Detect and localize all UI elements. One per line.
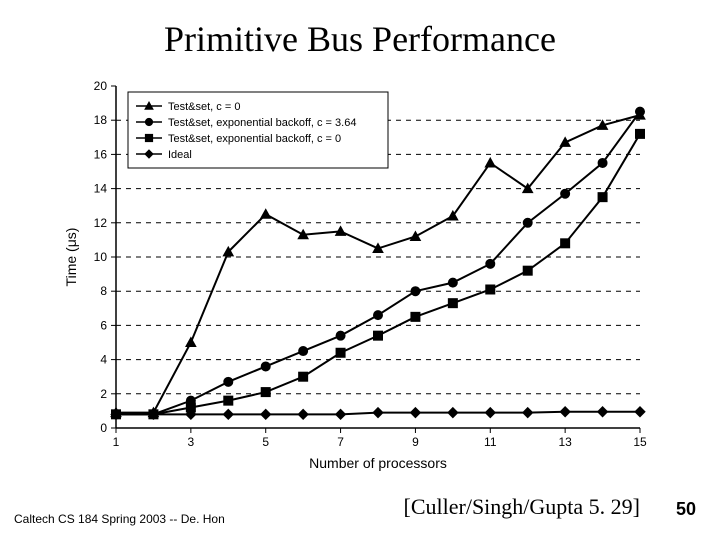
svg-text:Test&set, exponential backoff,: Test&set, exponential backoff, c = 0 xyxy=(168,133,341,145)
svg-text:6: 6 xyxy=(100,318,107,332)
svg-text:11: 11 xyxy=(484,435,497,449)
svg-text:14: 14 xyxy=(94,182,108,196)
svg-text:9: 9 xyxy=(412,435,419,449)
svg-text:Ideal: Ideal xyxy=(168,149,192,161)
svg-text:0: 0 xyxy=(100,421,107,435)
svg-text:18: 18 xyxy=(94,113,108,127)
chart: 0246810121416182013579111315Number of pr… xyxy=(60,74,660,474)
svg-text:8: 8 xyxy=(100,284,107,298)
svg-text:Test&set, c = 0: Test&set, c = 0 xyxy=(168,101,240,113)
svg-text:4: 4 xyxy=(100,353,107,367)
svg-text:1: 1 xyxy=(113,435,120,449)
svg-text:20: 20 xyxy=(94,79,108,93)
svg-text:15: 15 xyxy=(633,435,647,449)
svg-text:Time (μs): Time (μs) xyxy=(63,228,79,287)
svg-text:Number of processors: Number of processors xyxy=(309,455,447,471)
svg-text:13: 13 xyxy=(558,435,572,449)
citation: [Culler/Singh/Gupta 5. 29] xyxy=(404,494,640,520)
svg-text:16: 16 xyxy=(94,147,108,161)
svg-text:10: 10 xyxy=(94,250,108,264)
slide-title: Primitive Bus Performance xyxy=(0,18,720,60)
svg-text:Test&set, exponential backoff,: Test&set, exponential backoff, c = 3.64 xyxy=(168,117,356,129)
svg-text:5: 5 xyxy=(262,435,269,449)
svg-text:7: 7 xyxy=(337,435,344,449)
page-number: 50 xyxy=(676,499,696,520)
svg-text:3: 3 xyxy=(188,435,195,449)
svg-text:12: 12 xyxy=(94,216,108,230)
svg-text:2: 2 xyxy=(100,387,107,401)
footer-course: Caltech CS 184 Spring 2003 -- De. Hon xyxy=(14,512,225,526)
